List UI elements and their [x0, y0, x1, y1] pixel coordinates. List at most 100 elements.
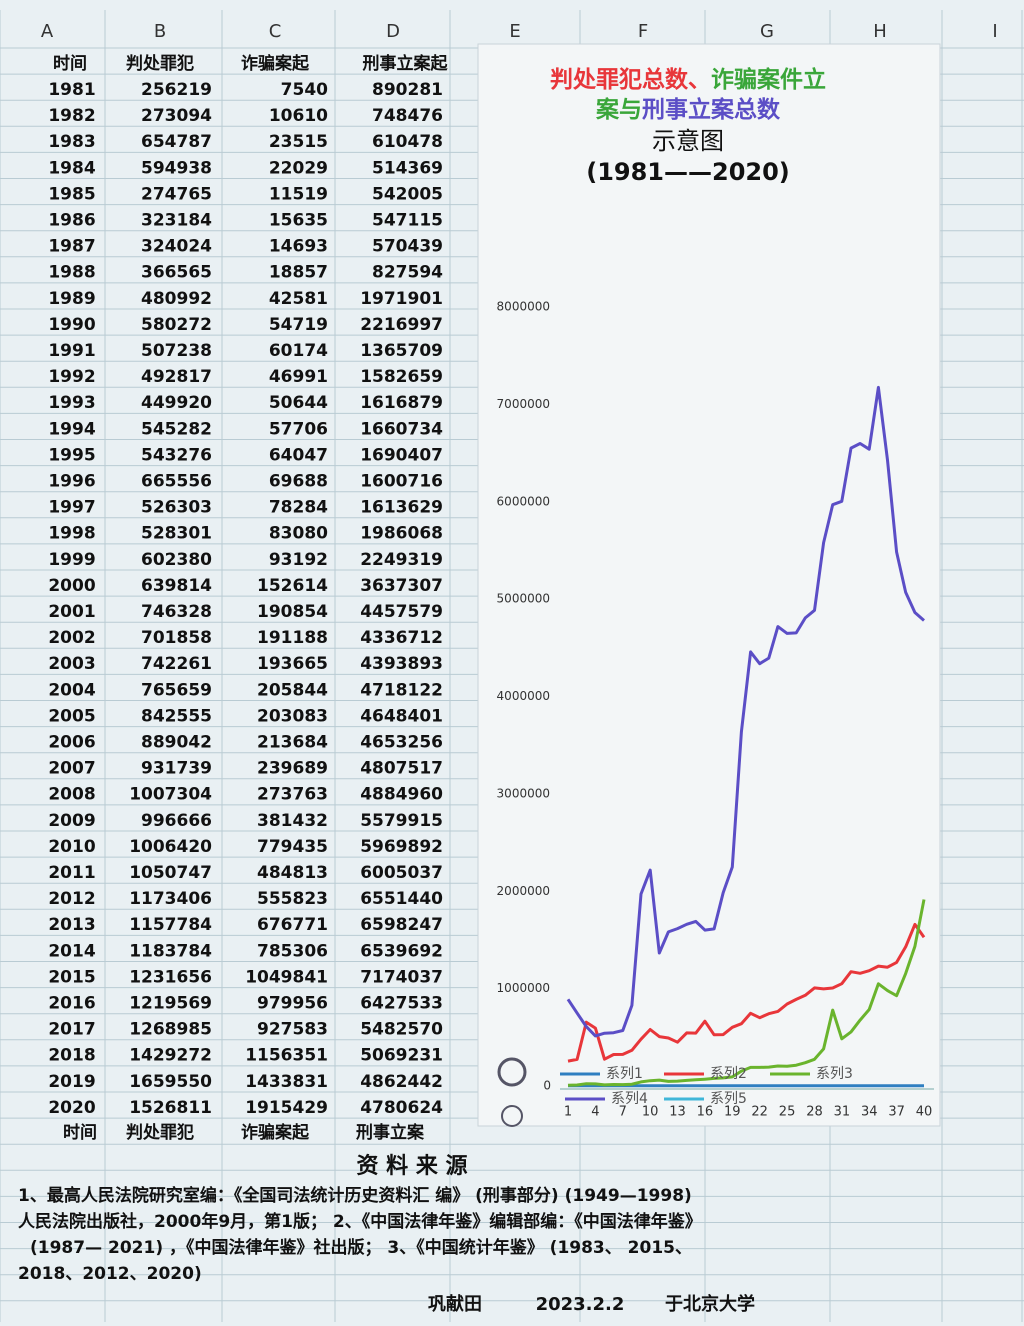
column-letter: I — [992, 21, 997, 42]
table-cell: 6551440 — [360, 889, 443, 909]
table-cell: 1985 — [48, 184, 95, 204]
table-cell: 1613629 — [360, 498, 443, 518]
table-cell: 10610 — [269, 106, 328, 126]
title-part: 案与 — [595, 96, 642, 123]
table-cell: 1660734 — [360, 419, 443, 439]
title-part: 刑事立案总数 — [642, 96, 781, 123]
x-tick-label: 40 — [916, 1105, 933, 1120]
table-cell: 1995 — [48, 445, 95, 465]
table-cell: 18857 — [269, 263, 328, 283]
table-cell: 1999 — [48, 550, 95, 570]
x-tick-label: 31 — [834, 1105, 851, 1120]
source-line: 1、最高人民法院研究室编：《全国司法统计历史资料汇 编》 (刑事部分) (194… — [18, 1185, 692, 1206]
table-cell: 1996 — [48, 472, 95, 492]
table-cell: 7540 — [281, 80, 328, 100]
x-tick-label: 7 — [619, 1105, 627, 1120]
table-cell: 14693 — [269, 237, 328, 257]
table-cell: 23515 — [269, 132, 328, 152]
table-cell: 1982 — [48, 106, 95, 126]
chart-handle — [501, 1105, 523, 1127]
table-cell: 274765 — [141, 184, 212, 204]
table-cell: 1049841 — [245, 967, 328, 987]
table-cell: 1659550 — [129, 1072, 212, 1092]
author-name: 巩献田 — [428, 1293, 482, 1315]
y-tick-label: 3000000 — [497, 786, 550, 800]
table-cell: 1992 — [48, 367, 95, 387]
table-cell: 6005037 — [360, 863, 443, 883]
table-cell: 324024 — [141, 237, 212, 257]
table-cell: 676771 — [257, 915, 328, 935]
x-tick-label: 22 — [751, 1105, 768, 1120]
title-part: 诈骗案件立 — [711, 66, 826, 93]
table-cell: 1971901 — [360, 289, 443, 309]
table-cell: 1007304 — [129, 785, 212, 805]
table-cell: 2012 — [48, 889, 95, 909]
table-cell: 273763 — [257, 785, 328, 805]
table-cell: 1988 — [48, 263, 95, 283]
table-cell: 273094 — [141, 106, 212, 126]
table-cell: 50644 — [269, 393, 328, 413]
table-cell: 1231656 — [129, 967, 212, 987]
table-cell: 15635 — [269, 211, 328, 231]
table-cell: 1429272 — [129, 1046, 212, 1066]
column-letter: G — [760, 21, 774, 42]
table-cell: 1993 — [48, 393, 95, 413]
table-cell: 54719 — [269, 315, 328, 335]
table-cell: 610478 — [372, 132, 443, 152]
table-cell: 193665 — [257, 654, 328, 674]
y-tick-label: 7000000 — [497, 397, 550, 411]
table-cell: 507238 — [141, 341, 212, 361]
table-cell: 4393893 — [360, 654, 443, 674]
y-tick-label: 2000000 — [497, 884, 550, 898]
table-cell: 543276 — [141, 445, 212, 465]
x-tick-label: 1 — [564, 1105, 572, 1120]
table-cell: 2009 — [48, 811, 95, 831]
chart-subtitle: 示意图 — [652, 127, 724, 155]
table-cell: 191188 — [257, 628, 328, 648]
table-cell: 381432 — [257, 811, 328, 831]
series-line — [567, 922, 926, 1063]
x-tick-label: 4 — [591, 1105, 599, 1120]
table-cell: 4807517 — [360, 759, 443, 779]
x-tick-label: 28 — [806, 1105, 823, 1120]
table-cell: 4336712 — [360, 628, 443, 648]
table-cell: 545282 — [141, 419, 212, 439]
table-cell: 514369 — [372, 158, 443, 178]
y-tick-label: 6000000 — [497, 494, 550, 508]
legend-label: 系列1 — [606, 1066, 643, 1082]
table-cell: 2005 — [48, 706, 95, 726]
table-cell: 547115 — [372, 211, 443, 231]
table-cell: 323184 — [141, 211, 212, 231]
table-cell: 2014 — [48, 941, 95, 961]
table-cell: 2010 — [48, 837, 95, 857]
table-cell: 4862442 — [360, 1072, 443, 1092]
table-cell: 2013 — [48, 915, 95, 935]
table-cell: 2216997 — [360, 315, 443, 335]
table-cell: 748476 — [372, 106, 443, 126]
table-footer: 诈骗案起 — [241, 1122, 310, 1143]
table-cell: 2003 — [48, 654, 95, 674]
table-cell: 3637307 — [360, 576, 443, 596]
table-cell: 742261 — [141, 654, 212, 674]
table-header: 判处罪犯 — [126, 53, 194, 74]
table-cell: 4648401 — [360, 706, 443, 726]
sources-heading: 资 料 来 源 — [357, 1154, 468, 1179]
table-cell: 785306 — [257, 941, 328, 961]
table-cell: 484813 — [257, 863, 328, 883]
y-tick-label: 4000000 — [497, 689, 550, 703]
x-tick-label: 25 — [779, 1105, 796, 1120]
table-cell: 1991 — [48, 341, 95, 361]
column-letter: B — [154, 21, 166, 42]
table-cell: 746328 — [141, 602, 212, 622]
table-cell: 1526811 — [129, 1098, 212, 1118]
table-cell: 889042 — [141, 733, 212, 753]
table-cell: 4718122 — [360, 680, 443, 700]
table-cell: 1986 — [48, 211, 95, 231]
table-cell: 5579915 — [360, 811, 443, 831]
y-tick-label: 1000000 — [497, 981, 550, 995]
table-cell: 842555 — [141, 706, 212, 726]
table-cell: 1268985 — [129, 1020, 212, 1040]
table-cell: 42581 — [269, 289, 328, 309]
table-cell: 366565 — [141, 263, 212, 283]
table-cell: 765659 — [141, 680, 212, 700]
